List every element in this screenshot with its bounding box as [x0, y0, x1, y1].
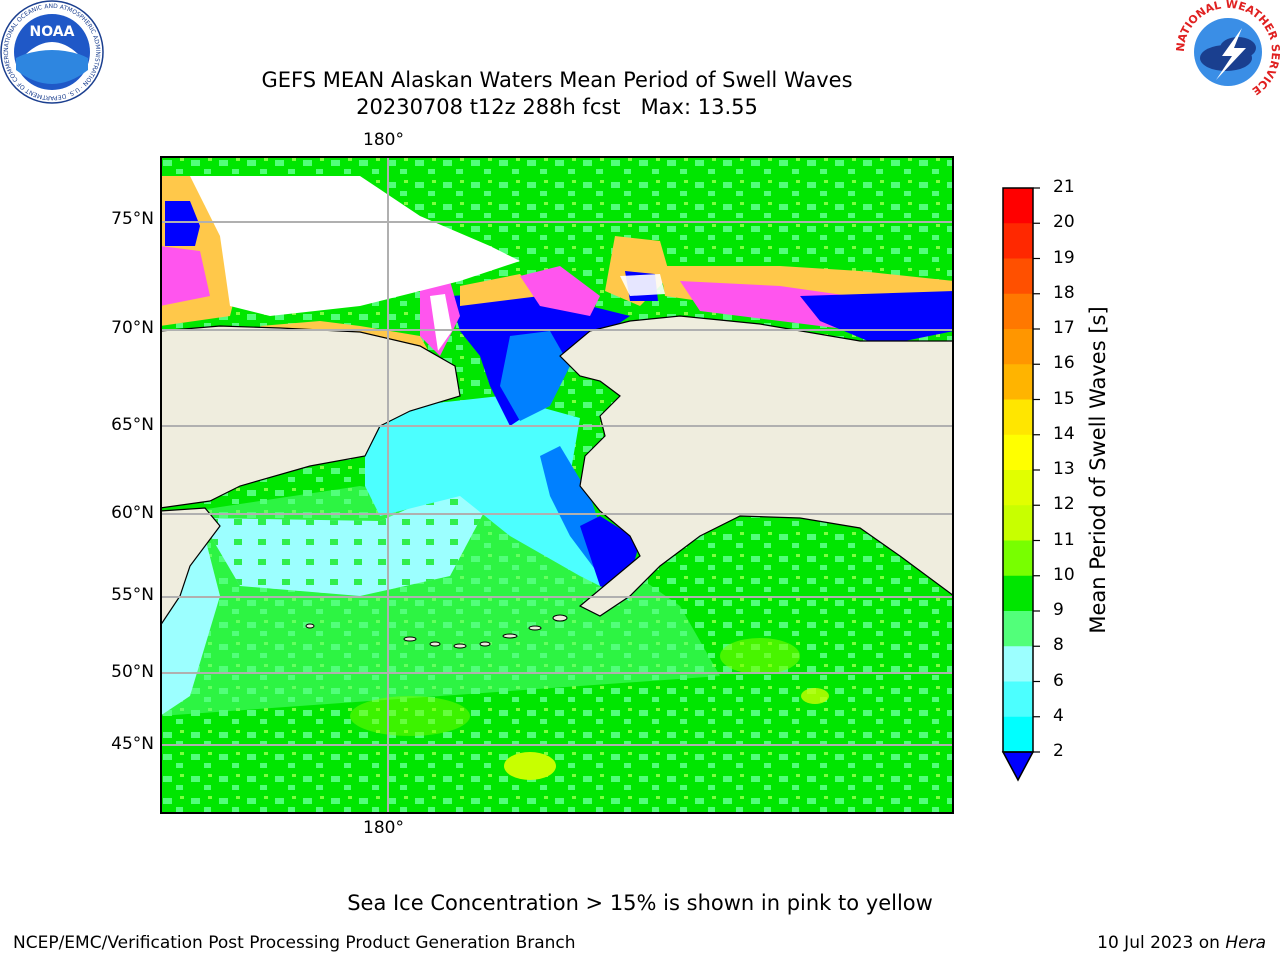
colorbar-extend-triangle [1001, 751, 1035, 782]
colorbar-tick-label: 19 [1053, 247, 1075, 268]
lat-label: 75°N [111, 209, 154, 229]
colorbar-tick-label: 15 [1053, 388, 1075, 409]
colorbar-ticks [1033, 187, 1040, 753]
noaa-logo: NOAA NATIONAL OCEANIC AND ATMOSPHERIC AD… [0, 0, 104, 104]
nws-logo: NATIONAL WEATHER SERVICE [1176, 0, 1280, 102]
lat-label: 45°N [111, 734, 154, 754]
colorbar-segment [1003, 681, 1033, 718]
lat-label: 60°N [111, 503, 154, 523]
colorbar-segment [1003, 364, 1033, 400]
colorbar-tick-label: 11 [1053, 529, 1075, 550]
map-frame [160, 156, 954, 814]
colorbar-tick-label: 9 [1053, 600, 1064, 620]
colorbar-segments [1003, 188, 1033, 753]
colorbar-tick-label: 4 [1053, 705, 1064, 726]
lat-label: 70°N [111, 318, 154, 338]
colorbar-tick-label: 13 [1053, 459, 1075, 479]
cyan-region-bering [365, 396, 630, 601]
lon-label-top: 180° [363, 130, 404, 150]
colorbar-segment [1003, 575, 1033, 612]
colorbar-tick-label: 20 [1053, 212, 1075, 233]
colorbar-tick-label: 21 [1053, 177, 1075, 197]
footer-date: 10 Jul 2023 on [1097, 933, 1220, 953]
colorbar-segment [1003, 258, 1033, 295]
lon-label-bottom: 180° [363, 818, 404, 838]
colorbar-segment [1003, 399, 1033, 436]
colorbar-segment [1003, 293, 1033, 330]
title-line-2: 20230708 t12z 288h fcst Max: 13.55 [356, 95, 758, 119]
lat-label: 65°N [111, 415, 154, 435]
title-line-1: GEFS MEAN Alaskan Waters Mean Period of … [261, 68, 853, 92]
footer-right: 10 Jul 2023 on Hera [1097, 933, 1266, 953]
colorbar-segment [1003, 611, 1033, 647]
footer-left: NCEP/EMC/Verification Post Processing Pr… [13, 933, 576, 953]
lat-label: 55°N [111, 585, 154, 605]
colorbar-tick-label: 18 [1053, 282, 1075, 303]
graticule [160, 156, 954, 814]
colorbar-segment [1003, 188, 1033, 224]
colorbar-segment [1003, 434, 1033, 471]
colorbar-segment [1003, 716, 1033, 753]
map-panel [160, 156, 954, 814]
svg-text:NOAA: NOAA [30, 24, 75, 40]
colorbar-segment [1003, 329, 1033, 365]
colorbar-tick-label: 10 [1053, 564, 1075, 585]
colorbar-tick-label: 12 [1053, 494, 1075, 515]
land-alaska [559, 315, 954, 617]
colorbar [1001, 187, 1040, 782]
colorbar-tick-label: 6 [1053, 670, 1064, 691]
colorbar-segment [1003, 223, 1033, 259]
colorbar-tick-label: 17 [1053, 318, 1075, 338]
colorbar-tick-label: 8 [1053, 635, 1064, 656]
colorbar-segment [1003, 540, 1033, 577]
colorbar-segment [1003, 646, 1033, 682]
colorbar-segment [1003, 505, 1033, 541]
colorbar-tick-label: 16 [1053, 353, 1075, 374]
lat-label: 50°N [111, 662, 154, 682]
colorbar-segment [1003, 470, 1033, 506]
colorbar-tick-label: 2 [1053, 741, 1064, 761]
colorbar-title: Mean Period of Swell Waves [s] [1086, 306, 1110, 634]
sea-ice-note: Sea Ice Concentration > 15% is shown in … [347, 891, 933, 915]
aleutian-islands [305, 614, 568, 649]
footer-machine: Hera [1225, 933, 1266, 953]
colorbar-tick-label: 14 [1053, 423, 1075, 444]
